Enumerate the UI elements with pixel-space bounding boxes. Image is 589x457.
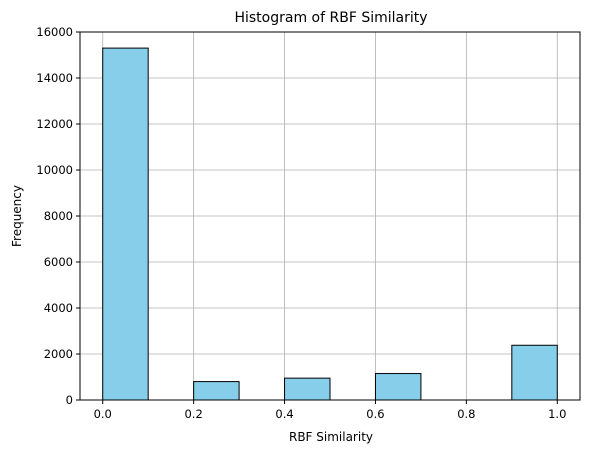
x-tick-label: 0.8 bbox=[457, 407, 475, 421]
y-tick-label: 12000 bbox=[36, 117, 73, 131]
histogram-bar bbox=[512, 345, 557, 400]
grid-layer bbox=[80, 32, 580, 400]
chart-title: Histogram of RBF Similarity bbox=[234, 10, 427, 26]
y-tick-label: 0 bbox=[66, 393, 73, 407]
y-tick-label: 6000 bbox=[44, 255, 73, 269]
x-tick-label: 0.6 bbox=[366, 407, 384, 421]
y-axis-label: Frequency bbox=[10, 185, 24, 247]
y-tick-label: 14000 bbox=[36, 71, 73, 85]
x-tick-label: 1.0 bbox=[548, 407, 566, 421]
y-tick-label: 16000 bbox=[36, 25, 73, 39]
x-tick-label: 0.0 bbox=[94, 407, 112, 421]
y-tick-label: 10000 bbox=[36, 163, 73, 177]
histogram-bar bbox=[375, 374, 420, 400]
histogram-bar bbox=[194, 382, 239, 400]
x-tick-label: 0.4 bbox=[275, 407, 293, 421]
histogram-bar bbox=[103, 48, 148, 400]
y-tick-label: 4000 bbox=[44, 301, 73, 315]
bars-layer bbox=[103, 48, 558, 400]
x-tick-label: 0.2 bbox=[184, 407, 202, 421]
y-tick-label: 2000 bbox=[44, 347, 73, 361]
x-axis-label: RBF Similarity bbox=[289, 430, 373, 444]
histogram-bar bbox=[285, 378, 330, 400]
y-tick-label: 8000 bbox=[44, 209, 73, 223]
